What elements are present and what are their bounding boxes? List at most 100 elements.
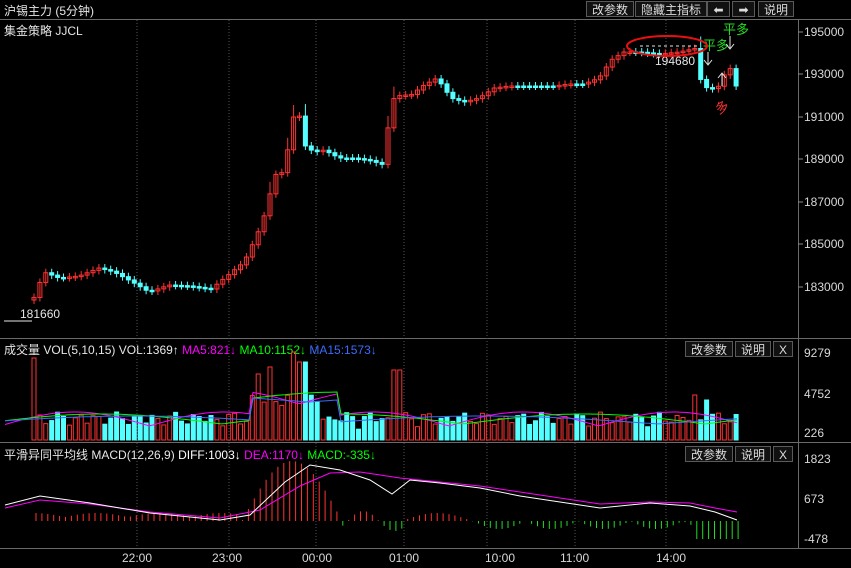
price-axis-label: 185000 [804, 237, 845, 251]
volume-bar [474, 423, 479, 441]
volume-bar [137, 415, 143, 441]
candle-body [220, 278, 226, 285]
volume-bar [208, 415, 214, 441]
candle-body [704, 78, 710, 89]
volume-help-button[interactable]: 说明 [735, 341, 772, 357]
volume-bar [326, 416, 332, 441]
volume-axis-label: 4752 [804, 387, 831, 401]
main-volume-divider [0, 338, 851, 339]
volume-bar [521, 413, 527, 441]
price-axis-label: 183000 [804, 280, 845, 294]
candle-body [562, 84, 568, 87]
volume-bar [261, 401, 267, 441]
volume-bar [704, 399, 710, 441]
left-arrow-icon[interactable]: ⬅ [707, 1, 730, 17]
macd-help-button[interactable]: 说明 [735, 446, 772, 462]
volume-bar [344, 412, 350, 441]
candle-body [37, 281, 43, 298]
candlestick-series [31, 36, 739, 304]
high-marker-ellipse [626, 35, 708, 57]
right-arrow-icon[interactable]: ➡ [732, 1, 755, 17]
volume-bar [662, 420, 668, 441]
candle-body [586, 81, 592, 85]
volume-close-button[interactable]: X [773, 341, 794, 357]
volume-bar [698, 419, 704, 441]
volume-ma-lines [4, 391, 738, 427]
candle-body [503, 85, 509, 89]
volume-bar [668, 421, 674, 441]
candle-body [668, 52, 674, 55]
candle-body [66, 276, 72, 279]
volume-bar [232, 412, 238, 441]
volume-params-button[interactable]: 改参数 [685, 341, 734, 357]
volume-bar [72, 417, 78, 441]
candle-body [651, 52, 656, 55]
volume-bar [361, 416, 367, 441]
candle-body [167, 284, 173, 288]
bottom-border [0, 548, 851, 549]
candle-body [367, 158, 373, 162]
macd-params-button[interactable]: 改参数 [685, 446, 734, 462]
hide-indicator-button[interactable]: 隐藏主指标 [635, 1, 708, 17]
volume-bar [243, 420, 249, 441]
candle-body [255, 231, 261, 246]
volume-bar [214, 419, 220, 441]
macd-panel-header: 平滑异同平均线 MACD(12,26,9) DIFF:1003↓ DEA:117… [4, 446, 376, 463]
volume-bar [733, 414, 739, 441]
candle-body [544, 85, 550, 88]
signal-ping-duo-upper: 平多 [723, 22, 750, 37]
macd-histogram [35, 461, 739, 539]
time-axis-label: 01:00 [389, 551, 420, 565]
volume-value: VOL:1369↑ [118, 343, 179, 357]
candle-body [391, 98, 397, 129]
volume-bar [320, 418, 326, 441]
volume-bar [674, 414, 680, 441]
volume-bar [226, 413, 232, 441]
candle-body [538, 85, 544, 88]
candle-body [285, 149, 291, 174]
volume-bar [538, 411, 544, 441]
volume-bar [314, 401, 320, 441]
volume-bar [37, 414, 43, 441]
volume-bar [456, 416, 462, 441]
volume-bar [485, 414, 491, 441]
candle-body [533, 85, 538, 88]
volume-ma10-line [4, 391, 738, 425]
volume-bar [656, 411, 662, 441]
price-axis-label: 189000 [804, 152, 845, 166]
volume-bar [55, 411, 61, 441]
volume-bar [356, 428, 361, 441]
candle-body [468, 99, 474, 103]
candle-body [485, 91, 491, 97]
volume-bar [544, 416, 550, 441]
volume-bar [155, 417, 161, 441]
volume-indicator: VOL(5,10,15) [43, 343, 116, 357]
candle-body [326, 149, 332, 154]
volume-bar [645, 426, 651, 441]
volume-bar [255, 373, 261, 441]
volume-bar [114, 411, 120, 441]
volume-ma15: MA15:1573↓ [309, 343, 377, 357]
volume-bar [49, 420, 55, 441]
volume-bar [615, 416, 621, 441]
volume-bar [31, 357, 37, 441]
candle-body [568, 83, 574, 86]
macd-value: MACD:-335↓ [307, 448, 376, 462]
candle-body [509, 85, 515, 88]
help-button[interactable]: 说明 [758, 1, 795, 17]
candle-body [574, 83, 580, 86]
volume-bar [680, 417, 686, 441]
candle-body [715, 85, 721, 90]
candle-body [592, 79, 597, 83]
macd-close-button[interactable]: X [773, 446, 794, 462]
volume-bar [468, 421, 474, 441]
price-axis-label: 187000 [804, 195, 845, 209]
candle-body [698, 47, 704, 80]
candle-body [196, 286, 202, 289]
candle-body [173, 284, 179, 288]
params-button[interactable]: 改参数 [586, 1, 635, 17]
volume-bar [202, 420, 208, 441]
volume-bar [102, 423, 108, 441]
volume-bar [302, 361, 308, 441]
volume-bar [267, 366, 273, 441]
